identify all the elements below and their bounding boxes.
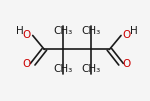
Text: H: H — [16, 26, 24, 36]
Text: O: O — [23, 30, 31, 41]
Text: O: O — [23, 59, 31, 69]
Text: CH₃: CH₃ — [53, 64, 73, 74]
Text: H: H — [130, 26, 138, 36]
Text: CH₃: CH₃ — [53, 26, 73, 36]
Text: CH₃: CH₃ — [81, 26, 100, 36]
Text: O: O — [123, 30, 131, 41]
Text: CH₃: CH₃ — [81, 64, 100, 74]
Text: O: O — [123, 59, 131, 69]
